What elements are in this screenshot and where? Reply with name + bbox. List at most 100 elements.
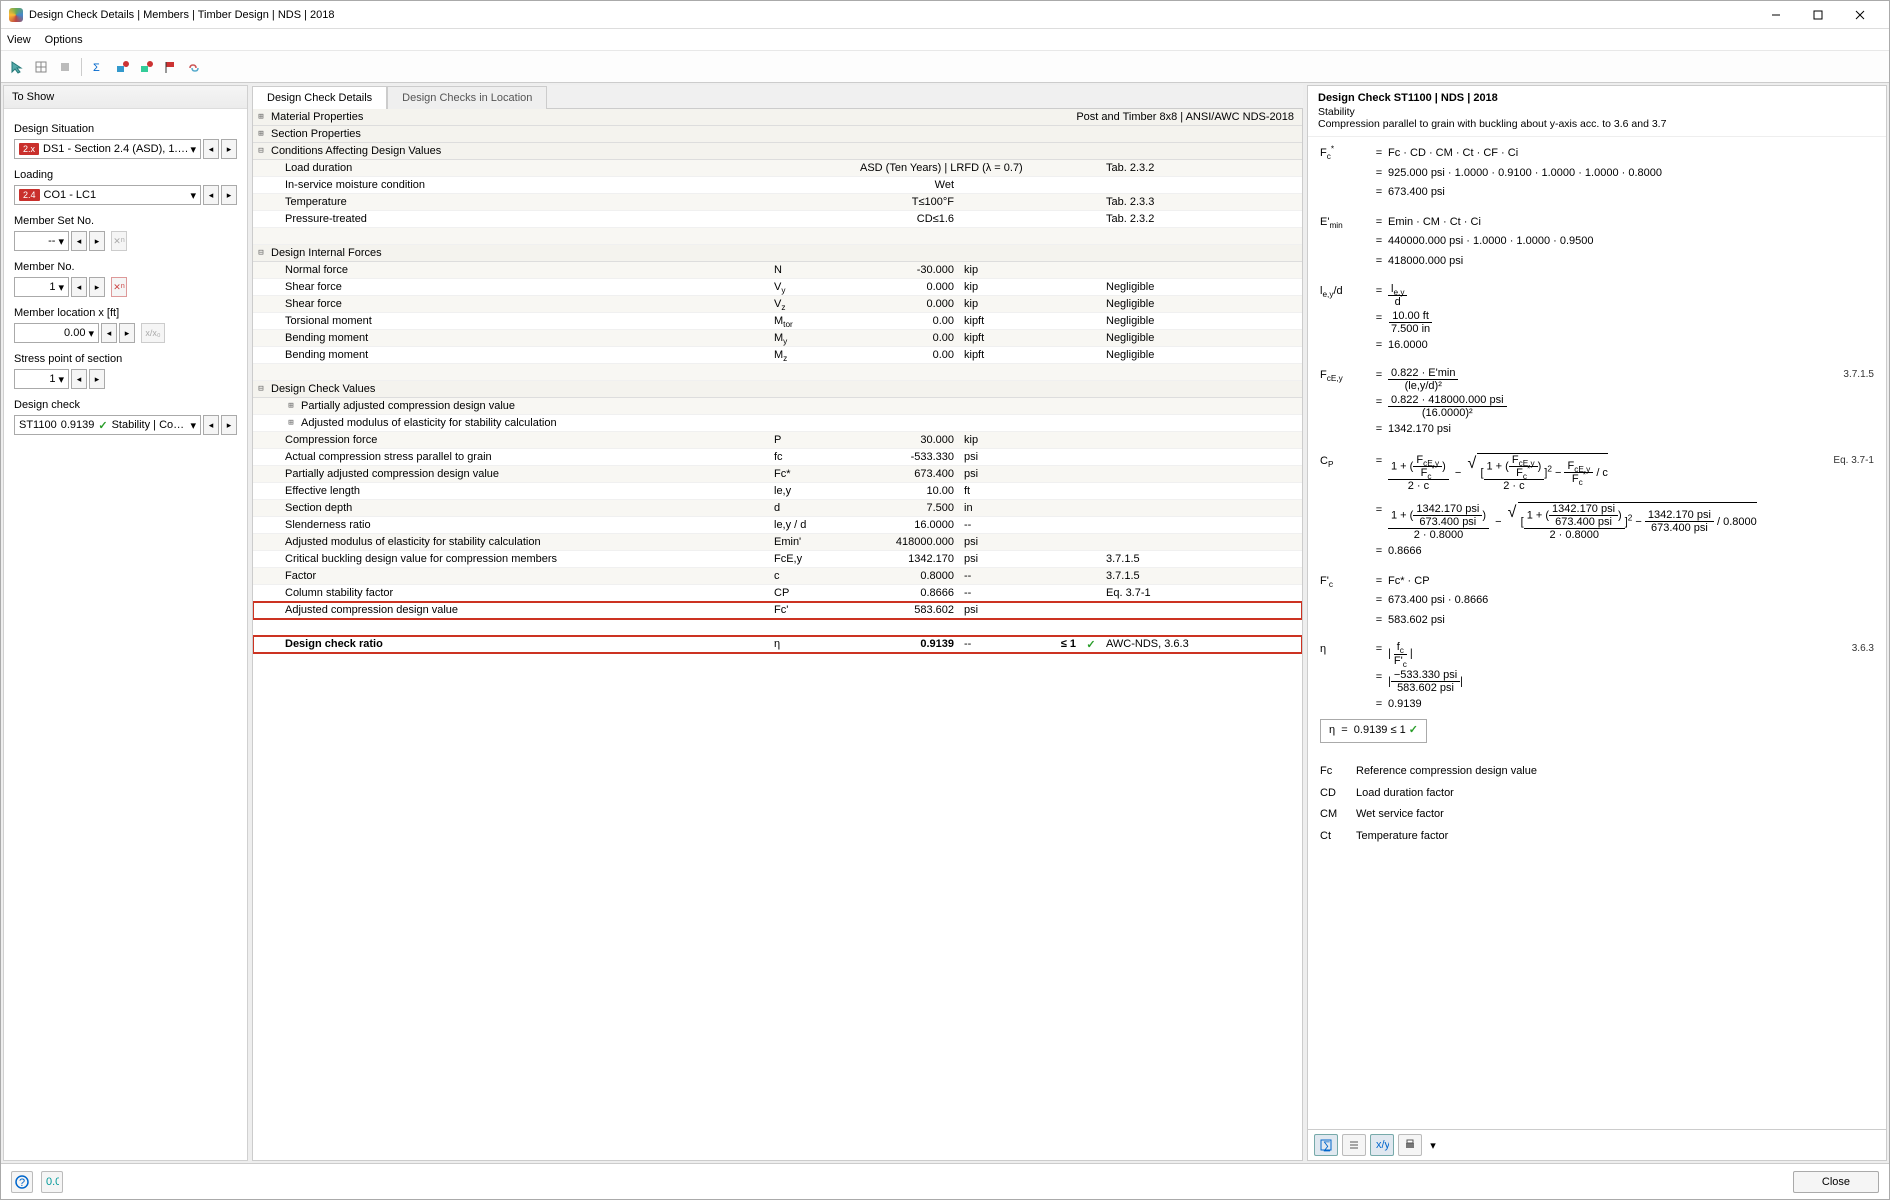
- formula-toolbar: ∑ x/y ▾: [1308, 1129, 1886, 1160]
- label-design-situation: Design Situation: [14, 123, 237, 135]
- ml-xx-button[interactable]: x/x₀: [141, 323, 165, 343]
- main-area: To Show Design Situation 2.xDS1 - Sectio…: [1, 83, 1889, 1163]
- check-ok-icon: ✓: [98, 419, 107, 432]
- tree-toggle[interactable]: ⊞: [253, 129, 269, 139]
- sp-prev-button[interactable]: ◂: [71, 369, 87, 389]
- svg-text:?: ?: [19, 1177, 25, 1189]
- tab-design-check-details[interactable]: Design Check Details: [252, 86, 387, 109]
- table-row: Section depthd7.500in: [253, 500, 1302, 517]
- table-row: ⊞Partially adjusted compression design v…: [253, 398, 1302, 415]
- mn-next-button[interactable]: ▸: [89, 277, 105, 297]
- tree-toggle[interactable]: ⊞: [283, 418, 299, 428]
- formula-sub2: Compression parallel to grain with buckl…: [1308, 118, 1886, 136]
- toolbar: Σ: [1, 51, 1889, 83]
- dc-prev-button[interactable]: ◂: [203, 415, 219, 435]
- formula-panel: Design Check ST1100 | NDS | 2018 Stabili…: [1307, 85, 1887, 1161]
- label-loading: Loading: [14, 169, 237, 181]
- tree-toggle[interactable]: ⊟: [253, 146, 269, 156]
- load-next-button[interactable]: ▸: [221, 185, 237, 205]
- tool-grid-icon[interactable]: [31, 57, 51, 77]
- tool-gray-icon[interactable]: [55, 57, 75, 77]
- ds-prev-button[interactable]: ◂: [203, 139, 219, 159]
- combo-design-check[interactable]: ST1100 0.9139 ✓ Stability | Compre... ▾: [14, 415, 201, 435]
- label-stress-point: Stress point of section: [14, 353, 237, 365]
- tree-toggle[interactable]: ⊟: [253, 384, 269, 394]
- help-button[interactable]: ?: [11, 1171, 33, 1193]
- legend-row: CDLoad duration factor: [1320, 783, 1874, 805]
- main-window: Design Check Details | Members | Timber …: [0, 0, 1890, 1200]
- formula-body[interactable]: Fc*=Fc · CD · CM · Ct · CF · Ci =925.000…: [1308, 136, 1886, 1129]
- units-button[interactable]: 0.00: [41, 1171, 63, 1193]
- load-prev-button[interactable]: ◂: [203, 185, 219, 205]
- rt-mode-a-icon[interactable]: ∑: [1314, 1134, 1338, 1156]
- tool-flag-icon[interactable]: [160, 57, 180, 77]
- table-row: Adjusted compression design valueFc'583.…: [253, 602, 1302, 619]
- detail-grid[interactable]: ⊞Material PropertiesPost and Timber 8x8 …: [252, 108, 1303, 1161]
- app-icon: [9, 8, 23, 22]
- rt-mode-c-icon[interactable]: x/y: [1370, 1134, 1394, 1156]
- tab-design-checks-location[interactable]: Design Checks in Location: [387, 86, 547, 109]
- table-row: Normal forceN-30.000kip: [253, 262, 1302, 279]
- table-row: Actual compression stress parallel to gr…: [253, 449, 1302, 466]
- svg-text:Σ: Σ: [93, 62, 100, 74]
- table-row: TemperatureT≤100°FTab. 2.3.3: [253, 194, 1302, 211]
- window-title: Design Check Details | Members | Timber …: [29, 9, 1755, 21]
- ms-prev-button[interactable]: ◂: [71, 231, 87, 251]
- table-row: [253, 364, 1302, 381]
- rt-print-icon[interactable]: [1398, 1134, 1422, 1156]
- maximize-button[interactable]: [1797, 1, 1839, 28]
- table-row: Shear forceVz0.000kipNegligible: [253, 296, 1302, 313]
- center-panel: Design Check Details Design Checks in Lo…: [252, 85, 1303, 1161]
- table-row: Column stability factorCP0.8666--Eq. 3.7…: [253, 585, 1302, 602]
- table-row: In-service moisture conditionWet: [253, 177, 1302, 194]
- tool-cursor-icon[interactable]: [7, 57, 27, 77]
- combo-loading[interactable]: 2.4CO1 - LC1 ▾: [14, 185, 201, 205]
- side-header: To Show: [4, 86, 247, 109]
- close-button[interactable]: Close: [1793, 1171, 1879, 1193]
- ml-next-button[interactable]: ▸: [119, 323, 135, 343]
- label-member-no: Member No.: [14, 261, 237, 273]
- ml-prev-button[interactable]: ◂: [101, 323, 117, 343]
- combo-member-no[interactable]: 1▾: [14, 277, 69, 297]
- dc-next-button[interactable]: ▸: [221, 415, 237, 435]
- menu-view[interactable]: View: [7, 34, 31, 46]
- table-row: ⊟Design Check Values: [253, 381, 1302, 398]
- minimize-button[interactable]: [1755, 1, 1797, 28]
- tool-badge-b-icon[interactable]: [136, 57, 156, 77]
- menu-options[interactable]: Options: [45, 34, 83, 46]
- chevron-down-icon: ▾: [190, 189, 196, 202]
- table-row: ⊞Material PropertiesPost and Timber 8x8 …: [253, 109, 1302, 126]
- mn-prev-button[interactable]: ◂: [71, 277, 87, 297]
- table-row: Slenderness ratiole,y / d16.0000--: [253, 517, 1302, 534]
- formula-title: Design Check ST1100 | NDS | 2018: [1308, 86, 1886, 106]
- table-row: Shear forceVy0.000kipNegligible: [253, 279, 1302, 296]
- combo-member-set[interactable]: --▾: [14, 231, 69, 251]
- table-row: Bending momentMz0.00kipftNegligible: [253, 347, 1302, 364]
- table-row: ⊟Design Internal Forces: [253, 245, 1302, 262]
- legend-row: CtTemperature factor: [1320, 826, 1874, 848]
- combo-member-loc[interactable]: 0.00▾: [14, 323, 99, 343]
- combo-design-situation[interactable]: 2.xDS1 - Section 2.4 (ASD), 1. to 7. ▾: [14, 139, 201, 159]
- menubar: View Options: [1, 29, 1889, 51]
- close-window-button[interactable]: [1839, 1, 1881, 28]
- tree-toggle[interactable]: ⊞: [253, 112, 269, 122]
- mn-pick-button[interactable]: ✕n: [111, 277, 127, 297]
- ds-next-button[interactable]: ▸: [221, 139, 237, 159]
- table-row: Adjusted modulus of elasticity for stabi…: [253, 534, 1302, 551]
- ms-pick-button[interactable]: ✕n: [111, 231, 127, 251]
- table-row: Factorc0.8000--3.7.1.5: [253, 568, 1302, 585]
- sp-next-button[interactable]: ▸: [89, 369, 105, 389]
- tree-toggle[interactable]: ⊞: [283, 401, 299, 411]
- chevron-down-icon: ▾: [190, 143, 196, 156]
- tool-formula-icon[interactable]: Σ: [88, 57, 108, 77]
- ms-next-button[interactable]: ▸: [89, 231, 105, 251]
- svg-text:0.00: 0.00: [46, 1176, 59, 1188]
- tree-toggle[interactable]: ⊟: [253, 248, 269, 258]
- tool-chain-icon[interactable]: [184, 57, 204, 77]
- rt-print-dropdown[interactable]: ▾: [1426, 1134, 1440, 1156]
- tool-badge-a-icon[interactable]: [112, 57, 132, 77]
- rt-mode-b-icon[interactable]: [1342, 1134, 1366, 1156]
- combo-stress-point[interactable]: 1▾: [14, 369, 69, 389]
- footer: ? 0.00 Close: [1, 1163, 1889, 1199]
- legend-row: FcReference compression design value: [1320, 761, 1874, 783]
